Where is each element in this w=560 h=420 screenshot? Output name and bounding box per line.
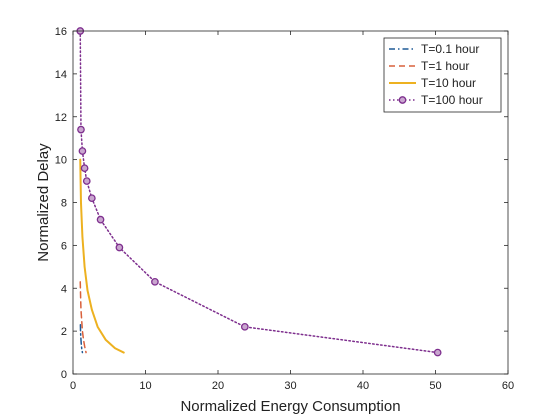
y-tick-label: 14 — [55, 69, 67, 81]
y-tick-label: 6 — [61, 240, 67, 252]
x-tick-label: 20 — [212, 380, 224, 392]
axes: 0 10 20 30 40 50 60 0 2 4 6 8 10 12 14 16 — [55, 26, 514, 392]
y-tick-label: 4 — [61, 283, 67, 295]
y-tick-label: 2 — [61, 326, 67, 338]
y-tick-label: 16 — [55, 26, 67, 38]
data-point — [88, 194, 96, 203]
x-tick-label: 10 — [139, 380, 151, 392]
y-tick-label: 8 — [61, 198, 67, 210]
series-line-2 — [79, 158, 125, 354]
x-tick-label: 40 — [357, 380, 369, 392]
data-point — [82, 177, 91, 185]
x-tick-label: 30 — [284, 380, 296, 392]
legend: T=0.1 hour T=1 hour T=10 hour T=100 hour — [383, 37, 502, 113]
x-tick-label: 60 — [502, 380, 514, 392]
data-point — [115, 243, 124, 252]
y-axis-title: Normalized Delay — [35, 143, 52, 262]
data-point — [151, 277, 159, 286]
y-tick-label: 0 — [61, 369, 67, 381]
legend-marker — [398, 96, 407, 104]
data-point — [240, 322, 249, 331]
series-line-0 — [79, 323, 84, 354]
x-tick-label: 0 — [70, 380, 76, 392]
data-point — [78, 147, 87, 155]
data-point — [80, 164, 89, 173]
series-line-1 — [79, 281, 87, 354]
x-tick-label: 50 — [429, 380, 441, 392]
series-group — [76, 27, 442, 357]
legend-label: T=0.1 hour — [421, 42, 479, 56]
data-point — [77, 125, 85, 134]
x-axis-title: Normalized Energy Consumption — [180, 398, 400, 415]
y-tick-label: 12 — [55, 112, 67, 124]
data-point — [96, 215, 105, 224]
legend-label: T=10 hour — [421, 76, 476, 90]
data-point — [433, 348, 442, 357]
legend-label: T=1 hour — [421, 59, 469, 73]
y-tick-label: 10 — [55, 155, 67, 167]
legend-label: T=100 hour — [421, 93, 483, 107]
